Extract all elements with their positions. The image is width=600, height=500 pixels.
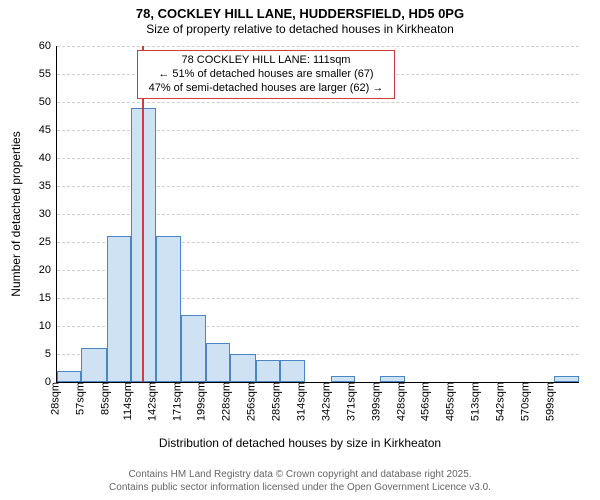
y-tick: 5 (45, 348, 57, 360)
x-tick: 314sqm (290, 382, 308, 421)
y-tick: 15 (39, 292, 57, 304)
chart-title: 78, COCKLEY HILL LANE, HUDDERSFIELD, HD5… (0, 0, 600, 22)
x-tick: 428sqm (389, 382, 407, 421)
histogram-bar (81, 348, 106, 382)
y-tick: 10 (39, 320, 57, 332)
footer-line: Contains public sector information licen… (0, 482, 600, 495)
x-tick: 28sqm (44, 382, 62, 415)
chart-subtitle: Size of property relative to detached ho… (0, 22, 600, 36)
histogram-bar (280, 360, 305, 382)
x-tick: 371sqm (340, 382, 358, 421)
x-tick: 171sqm (165, 382, 183, 421)
gridline (57, 102, 579, 103)
y-tick: 30 (39, 208, 57, 220)
y-tick: 35 (39, 180, 57, 192)
x-tick: 228sqm (215, 382, 233, 421)
x-tick: 399sqm (364, 382, 382, 421)
x-tick: 199sqm (190, 382, 208, 421)
gridline (57, 46, 579, 47)
x-tick: 570sqm (513, 382, 531, 421)
histogram-bar (57, 371, 81, 382)
x-tick: 342sqm (314, 382, 332, 421)
callout-line: 47% of semi-detached houses are larger (… (144, 82, 388, 96)
x-tick: 85sqm (93, 382, 111, 415)
histogram-bar (554, 376, 579, 382)
x-tick: 142sqm (140, 382, 158, 421)
histogram-bar (230, 354, 255, 382)
plot-area: 05101520253035404550556028sqm57sqm85sqm1… (56, 46, 579, 383)
x-tick: 456sqm (414, 382, 432, 421)
y-tick: 45 (39, 124, 57, 136)
histogram-bar (206, 343, 230, 382)
x-tick: 114sqm (116, 382, 134, 420)
x-tick: 57sqm (69, 382, 87, 415)
y-tick: 25 (39, 236, 57, 248)
y-tick: 50 (39, 96, 57, 108)
y-tick: 20 (39, 264, 57, 276)
y-axis-label: Number of detached properties (9, 131, 23, 296)
footer-text: Contains HM Land Registry data © Crown c… (0, 469, 600, 494)
y-tick: 55 (39, 68, 57, 80)
footer-line: Contains HM Land Registry data © Crown c… (0, 469, 600, 482)
histogram-bar (156, 236, 180, 382)
chart-container: 78, COCKLEY HILL LANE, HUDDERSFIELD, HD5… (0, 0, 600, 500)
x-tick: 256sqm (239, 382, 257, 421)
histogram-bar (107, 236, 131, 382)
y-tick: 60 (39, 40, 57, 52)
y-tick: 40 (39, 152, 57, 164)
histogram-bar (131, 108, 156, 382)
callout-line: ← 51% of detached houses are smaller (67… (144, 68, 388, 82)
x-tick: 599sqm (538, 382, 556, 421)
histogram-bar (256, 360, 280, 382)
x-axis-label: Distribution of detached houses by size … (0, 436, 600, 450)
histogram-bar (181, 315, 206, 382)
callout-box: 78 COCKLEY HILL LANE: 111sqm← 51% of det… (137, 50, 395, 99)
x-tick: 485sqm (439, 382, 457, 421)
x-tick: 285sqm (265, 382, 283, 421)
callout-line: 78 COCKLEY HILL LANE: 111sqm (144, 54, 388, 68)
x-tick: 513sqm (463, 382, 481, 421)
x-tick: 542sqm (489, 382, 507, 421)
